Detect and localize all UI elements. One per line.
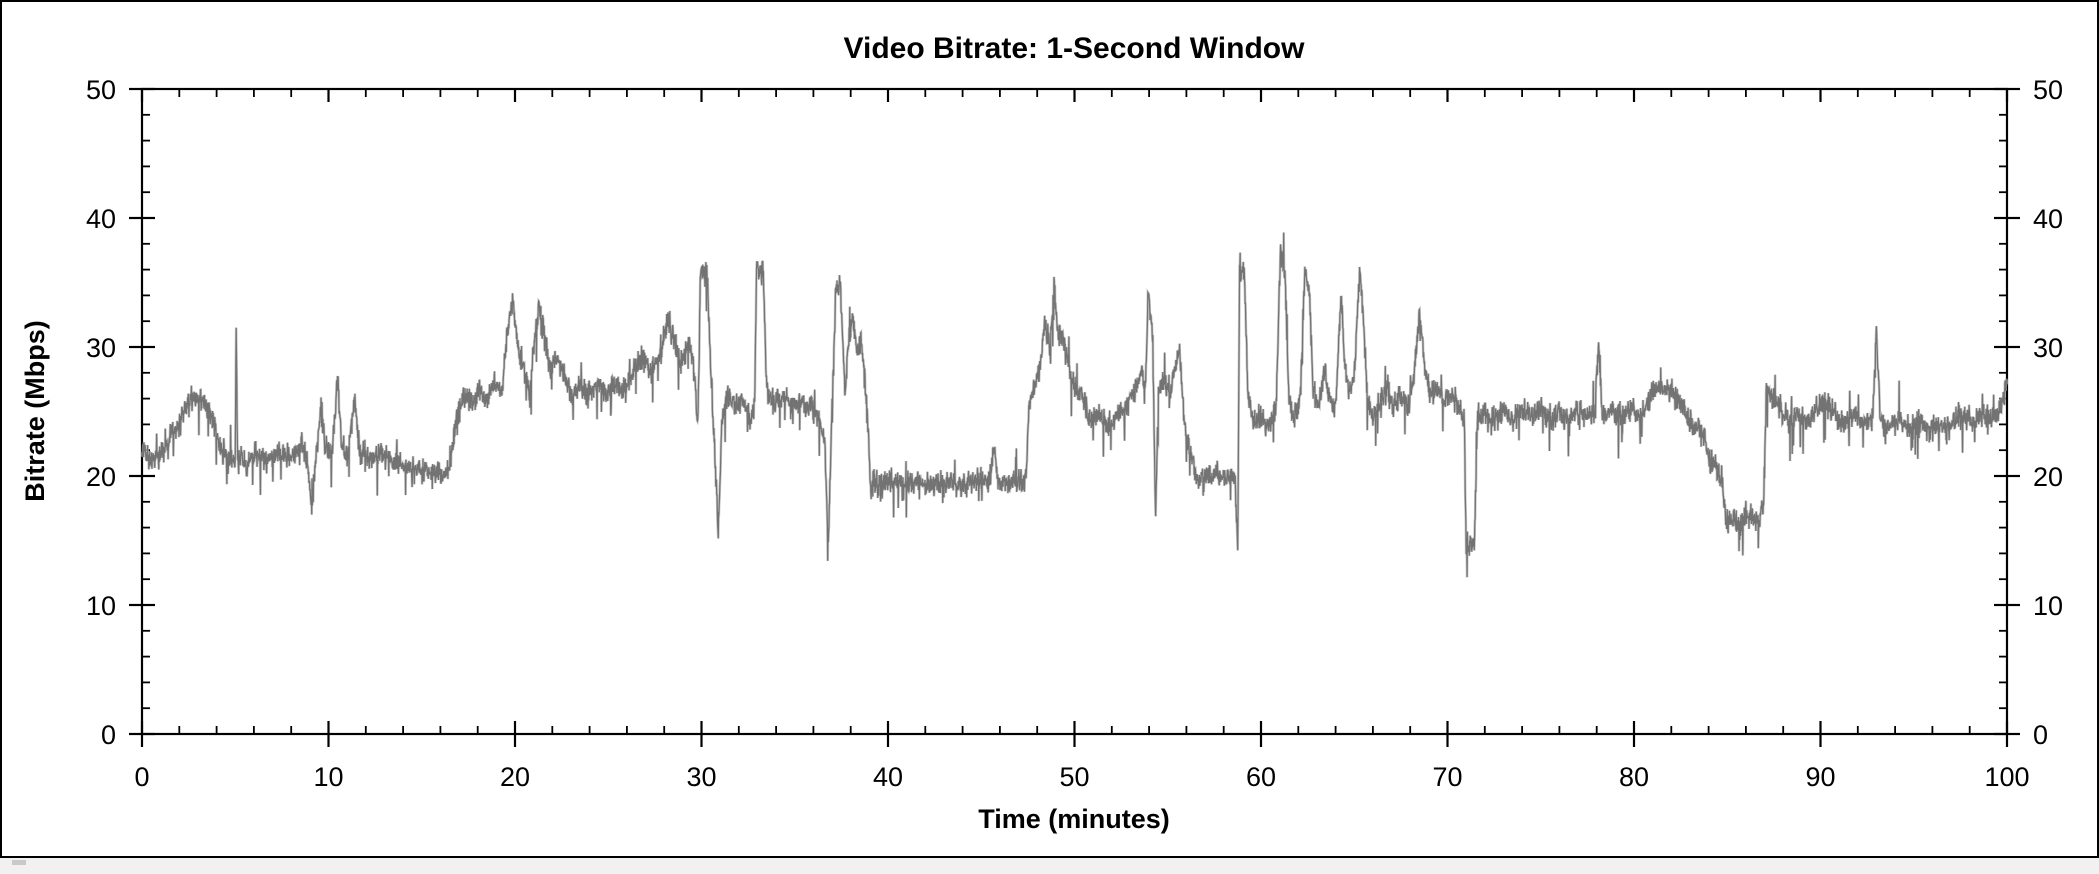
y-axis-title: Bitrate (Mbps) — [20, 320, 50, 502]
x-tick-label: 90 — [1805, 762, 1835, 792]
y-tick-label-left: 10 — [86, 591, 116, 621]
bitrate-trace — [141, 232, 2008, 578]
y-tick-label-left: 0 — [101, 720, 116, 750]
x-tick-label: 100 — [1984, 762, 2029, 792]
x-tick-label: 40 — [873, 762, 903, 792]
y-tick-label-left: 20 — [86, 462, 116, 492]
chart-title: Video Bitrate: 1-Second Window — [844, 32, 1306, 65]
y-tick-label-left: 50 — [86, 75, 116, 105]
x-tick-label: 80 — [1619, 762, 1649, 792]
y-tick-label-left: 40 — [86, 204, 116, 234]
x-tick-label: 10 — [313, 762, 343, 792]
window-status-strip — [0, 858, 2099, 874]
x-tick-label: 30 — [686, 762, 716, 792]
y-tick-label-right: 10 — [2033, 591, 2063, 621]
y-tick-label-right: 50 — [2033, 75, 2063, 105]
x-axis-title: Time (minutes) — [978, 804, 1170, 834]
data-series-layer — [140, 232, 2009, 578]
y-tick-label-right: 0 — [2033, 720, 2048, 750]
x-tick-label: 60 — [1246, 762, 1276, 792]
y-tick-label-right: 30 — [2033, 333, 2063, 363]
x-tick-label: 50 — [1059, 762, 1089, 792]
x-tick-label: 70 — [1432, 762, 1462, 792]
y-tick-label-left: 30 — [86, 333, 116, 363]
x-tick-label: 0 — [134, 762, 149, 792]
y-tick-label-right: 20 — [2033, 462, 2063, 492]
plot-frame — [140, 87, 2009, 736]
y-tick-label-right: 40 — [2033, 204, 2063, 234]
axis-ticks — [129, 87, 2020, 747]
window-status-tab — [12, 860, 26, 865]
x-tick-label: 20 — [500, 762, 530, 792]
